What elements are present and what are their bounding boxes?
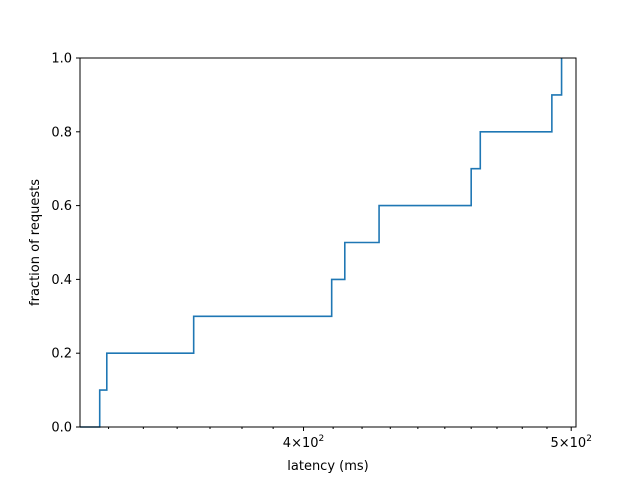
y-axis-label: fraction of requests — [28, 179, 43, 306]
y-tick-label: 0.8 — [51, 125, 72, 140]
y-tick-label: 0.6 — [51, 199, 72, 214]
axes-frame — [79, 57, 577, 428]
x-tick-label: 5×102 — [550, 434, 591, 451]
y-tick-label: 0.0 — [51, 421, 72, 436]
plot-area — [80, 58, 563, 428]
cdf-step-line — [80, 58, 563, 428]
x-tick-label: 4×102 — [283, 434, 324, 451]
x-axis-label: latency (ms) — [287, 459, 368, 474]
x-axis: 4×102 5×102 — [108, 427, 592, 451]
y-tick-label: 0.4 — [51, 273, 72, 288]
y-tick-label: 0.2 — [51, 347, 72, 362]
y-axis: 0.0 0.2 0.4 0.6 0.8 1.0 — [51, 52, 80, 436]
y-tick-label: 1.0 — [51, 52, 72, 67]
